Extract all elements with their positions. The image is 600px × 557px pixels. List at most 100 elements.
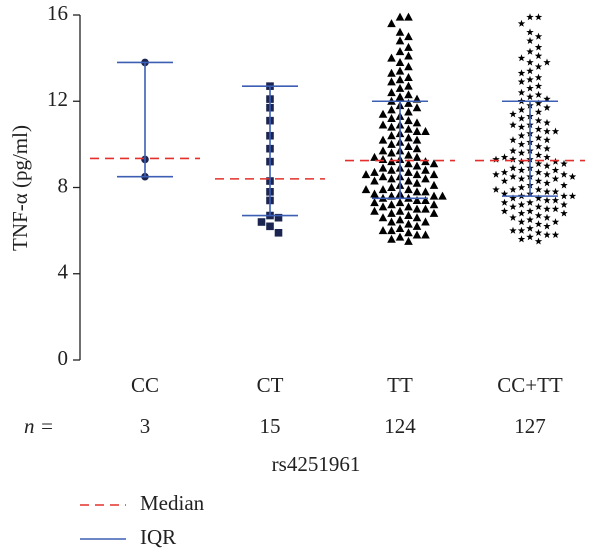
point (274, 213, 283, 222)
point (517, 77, 526, 85)
point (361, 170, 371, 179)
point (429, 200, 439, 209)
point (404, 219, 413, 228)
point (421, 230, 430, 239)
point (404, 236, 413, 245)
point (517, 19, 526, 27)
point (560, 159, 568, 167)
point (526, 58, 534, 66)
point (509, 213, 517, 221)
point (404, 202, 413, 211)
y-tick-label: 0 (58, 346, 69, 370)
point (266, 222, 274, 231)
point (543, 187, 551, 195)
point (543, 162, 551, 170)
point (509, 121, 517, 129)
point (274, 228, 283, 237)
point (526, 215, 534, 223)
point (378, 226, 388, 235)
point (534, 52, 543, 60)
point (517, 140, 526, 148)
point (404, 211, 413, 220)
point (395, 215, 405, 224)
point (551, 205, 560, 213)
point (387, 165, 396, 174)
point (412, 161, 422, 170)
point (500, 153, 509, 161)
point (404, 167, 413, 176)
point (543, 144, 551, 152)
point (534, 108, 543, 116)
point (429, 191, 439, 200)
point (387, 217, 396, 226)
point (378, 135, 388, 144)
point (421, 187, 430, 196)
point (395, 83, 405, 92)
point (500, 168, 509, 176)
point (509, 185, 517, 193)
point (378, 202, 388, 211)
point (543, 170, 551, 178)
point (551, 196, 560, 204)
n-value: 124 (384, 414, 416, 438)
point (404, 42, 413, 51)
point (560, 192, 568, 200)
point (404, 98, 413, 107)
point (395, 92, 405, 101)
point (404, 81, 413, 90)
point (378, 172, 388, 181)
n-label: n = (24, 414, 54, 438)
point (492, 155, 500, 163)
point (509, 164, 517, 172)
point (404, 228, 413, 237)
point (378, 163, 388, 172)
point (395, 232, 405, 241)
x-tick-label: CT (257, 373, 284, 397)
point (370, 167, 379, 176)
y-tick-label: 12 (47, 87, 68, 111)
point (404, 176, 413, 185)
point (257, 218, 266, 226)
point (526, 84, 534, 92)
point (534, 237, 543, 245)
point (387, 226, 396, 235)
point (509, 203, 517, 211)
n-value: 127 (514, 414, 546, 438)
point (387, 53, 396, 62)
x-tick-label: CC (131, 373, 159, 397)
point (429, 180, 439, 189)
point (509, 155, 517, 163)
point (421, 126, 430, 135)
point (404, 185, 413, 194)
point (387, 88, 396, 97)
point (395, 66, 405, 75)
point (395, 198, 405, 207)
x-tick-label: TT (387, 373, 413, 397)
point (412, 135, 422, 144)
point (387, 174, 396, 183)
point (421, 217, 430, 226)
point (387, 19, 396, 28)
point (412, 118, 422, 127)
point (500, 207, 509, 215)
point (517, 226, 526, 234)
point (404, 133, 413, 142)
point (500, 177, 509, 185)
point (500, 198, 509, 206)
point (560, 170, 568, 178)
n-value: 15 (260, 414, 281, 438)
point (404, 159, 413, 168)
point (534, 142, 543, 150)
point (534, 168, 543, 176)
point (395, 206, 405, 215)
point (378, 109, 388, 118)
point (534, 194, 543, 202)
point (534, 134, 543, 142)
point (412, 152, 422, 161)
y-axis-label: TNF-α (pg/ml) (8, 125, 32, 251)
point (551, 174, 560, 183)
point (361, 185, 371, 194)
point (370, 152, 379, 161)
point (370, 176, 379, 185)
